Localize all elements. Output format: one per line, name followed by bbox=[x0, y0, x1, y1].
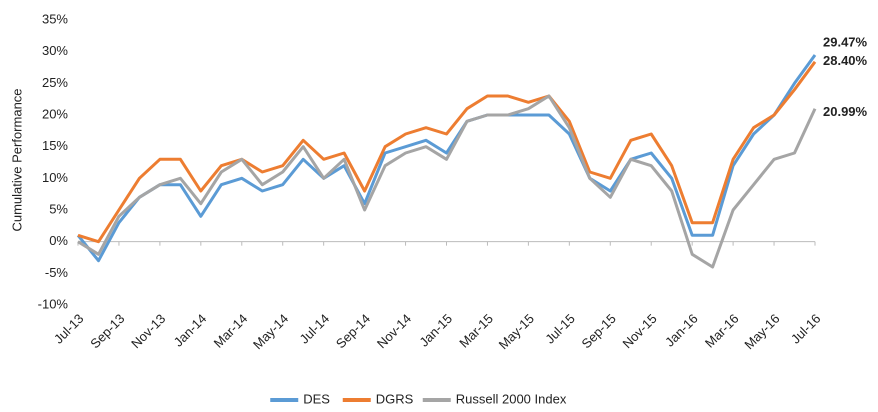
end-label: 28.40% bbox=[823, 53, 868, 68]
x-tick-label: Jan-16 bbox=[662, 311, 701, 350]
x-tick-label: Sep-13 bbox=[87, 311, 127, 351]
y-tick-label: 10% bbox=[42, 170, 68, 185]
legend-item: DGRS bbox=[342, 391, 414, 406]
y-axis-label: Cumulative Performance bbox=[9, 88, 24, 231]
x-tick-label: Nov-15 bbox=[620, 311, 660, 351]
legend-label: DGRS bbox=[376, 391, 414, 406]
x-tick-label: May-16 bbox=[741, 311, 782, 352]
series-line bbox=[77, 94, 817, 269]
legend-item: Russell 2000 Index bbox=[422, 391, 567, 406]
x-tick-label: Sep-14 bbox=[333, 311, 373, 351]
y-tick-label: 5% bbox=[49, 201, 68, 216]
y-tick-label: 35% bbox=[42, 11, 68, 26]
x-tick-label: Nov-14 bbox=[374, 311, 414, 351]
y-tick-label: 25% bbox=[42, 75, 68, 90]
x-tick-label: May-15 bbox=[496, 311, 537, 352]
y-tick-label: 0% bbox=[49, 233, 68, 248]
end-label: 20.99% bbox=[823, 104, 868, 119]
y-tick-label: 20% bbox=[42, 106, 68, 121]
x-tick-label: Mar-14 bbox=[211, 311, 251, 351]
x-tick-label: Mar-15 bbox=[456, 311, 496, 351]
series-line bbox=[77, 60, 817, 244]
end-label: 29.47% bbox=[823, 34, 868, 49]
x-tick-label: Sep-15 bbox=[579, 311, 619, 351]
y-tick-label: -10% bbox=[38, 296, 69, 311]
y-tick-label: -5% bbox=[45, 265, 69, 280]
x-tick-label: Jan-14 bbox=[171, 311, 210, 350]
series-line bbox=[76, 54, 817, 263]
legend-label: DES bbox=[303, 391, 330, 406]
x-tick-label: Jul-15 bbox=[542, 311, 578, 347]
x-tick-label: Mar-16 bbox=[702, 311, 742, 351]
x-tick-label: May-14 bbox=[250, 311, 291, 352]
legend-label: Russell 2000 Index bbox=[456, 391, 567, 406]
y-tick-label: 15% bbox=[42, 138, 68, 153]
y-tick-label: 30% bbox=[42, 43, 68, 58]
legend-item: DES bbox=[270, 391, 330, 406]
x-tick-label: Jul-16 bbox=[788, 311, 824, 347]
x-tick-label: Nov-13 bbox=[128, 311, 168, 351]
x-tick-label: Jul-13 bbox=[51, 311, 87, 347]
x-tick-label: Jan-15 bbox=[416, 311, 455, 350]
x-tick-label: Jul-14 bbox=[297, 311, 333, 347]
